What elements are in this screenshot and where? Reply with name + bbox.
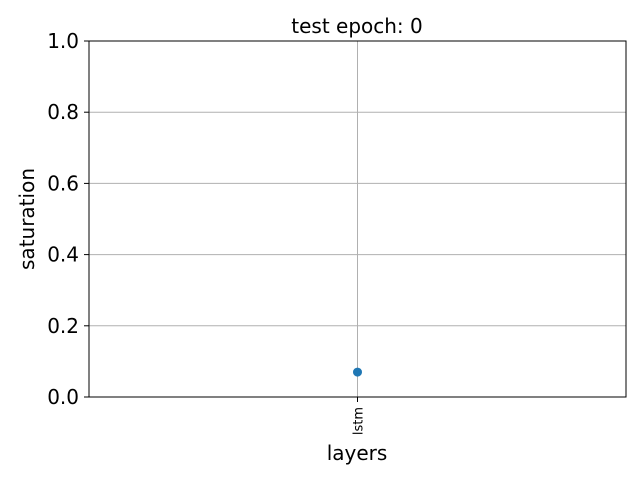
y-axis-label: saturation xyxy=(15,168,39,270)
marks-layer xyxy=(353,367,362,377)
y-tick-label: 0.6 xyxy=(47,171,79,195)
ticks-layer: 0.0 0.2 0.4 0.6 0.8 1.0 lstm xyxy=(47,29,366,435)
y-tick-label: 0.4 xyxy=(47,243,79,267)
y-tick-label: 0.0 xyxy=(47,385,79,409)
chart-title: test epoch: 0 xyxy=(291,14,423,38)
x-axis-label: layers xyxy=(327,441,388,465)
grid-layer xyxy=(89,40,626,398)
data-point xyxy=(353,367,362,377)
y-tick-label: 1.0 xyxy=(47,29,79,53)
y-tick-label: 0.8 xyxy=(47,100,79,124)
x-tick-label: lstm xyxy=(352,407,367,435)
y-tick-label: 0.2 xyxy=(47,314,79,338)
